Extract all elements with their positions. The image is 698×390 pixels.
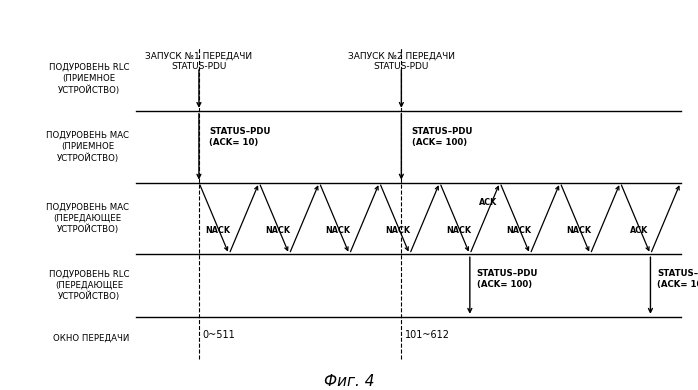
Text: NACK: NACK	[265, 226, 290, 236]
Text: NACK: NACK	[325, 226, 350, 236]
Text: NACK: NACK	[385, 226, 410, 236]
Text: ПОДУРОВЕНЬ RLC
(ПРИЕМНОЕ
УСТРОЙСТВО): ПОДУРОВЕНЬ RLC (ПРИЕМНОЕ УСТРОЙСТВО)	[49, 63, 129, 95]
Text: Фиг. 4: Фиг. 4	[324, 374, 374, 389]
Text: STATUS–PDU
(ACK= 100): STATUS–PDU (ACK= 100)	[477, 269, 538, 289]
Text: NACK: NACK	[205, 226, 230, 236]
Text: ПОДУРОВЕНЬ RLC
(ПЕРЕДАЮЩЕЕ
УСТРОЙСТВО): ПОДУРОВЕНЬ RLC (ПЕРЕДАЮЩЕЕ УСТРОЙСТВО)	[49, 269, 129, 301]
Text: NACK: NACK	[566, 226, 591, 236]
Text: NACK: NACK	[446, 226, 470, 236]
Text: ПОДУРОВЕНЬ MAC
(ПЕРЕДАЮЩЕЕ
УСТРОЙСТВО): ПОДУРОВЕНЬ MAC (ПЕРЕДАЮЩЕЕ УСТРОЙСТВО)	[46, 202, 129, 234]
Text: 0~511: 0~511	[202, 330, 235, 340]
Text: STATUS–PDU
(ACK= 10): STATUS–PDU (ACK= 10)	[209, 127, 271, 147]
Text: NACK: NACK	[506, 226, 531, 236]
Text: ЗАПУСК №2 ПЕРЕДАЧИ
STATUS-PDU: ЗАПУСК №2 ПЕРЕДАЧИ STATUS-PDU	[348, 51, 455, 71]
Text: 101~612: 101~612	[405, 330, 450, 340]
Text: ОКНО ПЕРЕДАЧИ: ОКНО ПЕРЕДАЧИ	[53, 333, 129, 342]
Text: STATUS–PDU
(ACK= 10): STATUS–PDU (ACK= 10)	[658, 269, 698, 289]
Text: ACK: ACK	[630, 226, 648, 236]
Text: ЗАПУСК №1 ПЕРЕДАЧИ
STATUS-PDU: ЗАПУСК №1 ПЕРЕДАЧИ STATUS-PDU	[145, 51, 253, 71]
Text: STATUS–PDU
(ACK= 100): STATUS–PDU (ACK= 100)	[412, 127, 473, 147]
Text: ПОДУРОВЕНЬ MAC
(ПРИЕМНОЕ
УСТРОЙСТВО): ПОДУРОВЕНЬ MAC (ПРИЕМНОЕ УСТРОЙСТВО)	[46, 131, 129, 163]
Text: ACK: ACK	[480, 198, 498, 207]
